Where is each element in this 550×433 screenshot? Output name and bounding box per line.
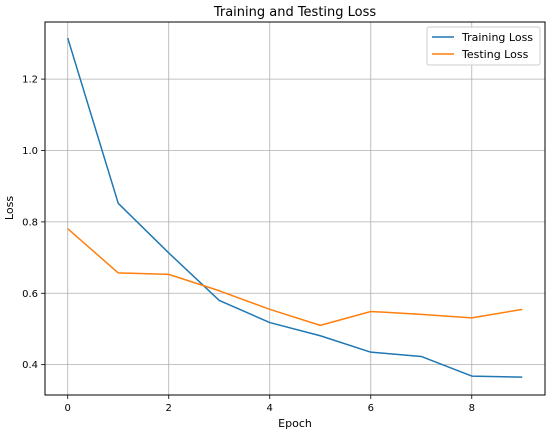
x-tick-label: 8	[469, 403, 475, 414]
y-tick-label: 0.4	[22, 360, 38, 371]
legend-entry-label: Testing Loss	[461, 48, 529, 61]
x-tick-label: 6	[368, 403, 374, 414]
y-tick-label: 0.8	[22, 217, 38, 228]
x-tick-label: 2	[166, 403, 172, 414]
series-lines	[67, 37, 523, 378]
grid-lines	[45, 22, 545, 395]
series-line-testing-loss	[67, 228, 523, 327]
x-axis-ticks: 0 2 4 6 8	[65, 395, 475, 414]
legend-entry-label: Training Loss	[461, 31, 533, 44]
y-tick-label: 1.2	[22, 75, 38, 86]
x-axis-label: Epoch	[278, 417, 312, 430]
plot-frame	[44, 21, 546, 396]
y-tick-label: 1.0	[22, 146, 38, 157]
x-tick-label: 4	[267, 403, 273, 414]
y-tick-label: 0.6	[22, 289, 38, 300]
x-tick-label: 0	[65, 403, 71, 414]
legend-box	[426, 26, 541, 66]
series-line-training-loss	[67, 37, 523, 378]
chart-title: Training and Testing Loss	[213, 5, 377, 20]
legend: Training Loss Testing Loss	[426, 26, 541, 66]
y-axis-label: Loss	[3, 196, 16, 220]
y-axis-ticks: 0.4 0.6 0.8 1.0 1.2	[22, 75, 45, 371]
